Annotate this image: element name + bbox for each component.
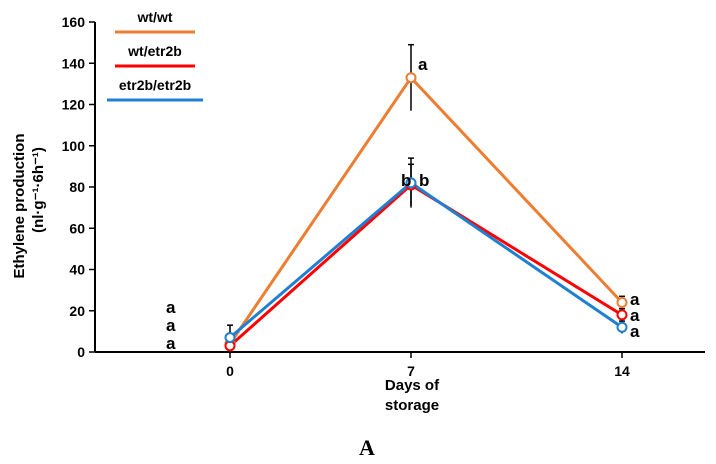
data-point [616, 321, 628, 333]
significance-letter: a [630, 290, 640, 309]
series-line [229, 181, 623, 339]
y-tick-label: 120 [62, 97, 86, 113]
legend-label: wt/wt [137, 9, 173, 25]
significance-letter: a [166, 316, 176, 335]
y-ticks: 0 20 40 60 80 100 120 140 160 [62, 14, 95, 360]
series-line [228, 76, 624, 345]
significance-letter: a [630, 322, 640, 341]
series-points [224, 72, 628, 352]
series-lines [228, 76, 624, 347]
significance-letter: a [630, 306, 640, 325]
x-tick-label: 7 [407, 363, 415, 379]
panel-label: A [359, 435, 375, 460]
data-point [616, 309, 628, 321]
y-tick-label: 100 [62, 138, 86, 154]
x-tick-label: 14 [614, 363, 630, 379]
series-line [229, 183, 623, 347]
y-tick-label: 40 [69, 262, 85, 278]
y-tick-label: 0 [77, 344, 85, 360]
significance-letter: a [166, 334, 176, 353]
legend-label: wt/etr2b [127, 43, 182, 59]
axes [94, 22, 705, 353]
x-tick-label: 0 [226, 363, 234, 379]
y-tick-label: 140 [62, 55, 86, 71]
y-tick-label: 80 [69, 179, 85, 195]
legend: wt/wt wt/etr2b etr2b/etr2b [107, 9, 203, 102]
y-tick-label: 60 [69, 220, 85, 236]
significance-letter: b [401, 171, 411, 190]
significance-letter: a [418, 55, 428, 74]
y-tick-label: 160 [62, 14, 86, 30]
data-point [405, 177, 417, 189]
x-axis-title-line-1: Days of [385, 377, 440, 394]
y-tick-label: 20 [69, 303, 85, 319]
significance-letter: a [166, 298, 176, 317]
x-ticks: 0 7 14 [226, 352, 630, 379]
x-axis-title-line-2: storage [385, 397, 439, 414]
error-bars [227, 43, 625, 350]
legend-label: etr2b/etr2b [119, 77, 191, 93]
data-point [224, 332, 236, 344]
y-axis-title-line-2: (nl·g⁻¹·6h⁻¹) [30, 147, 47, 233]
y-axis-title-line-1: Ethylene production [11, 133, 28, 278]
data-point [616, 297, 628, 308]
significance-letter: b [419, 171, 429, 190]
data-point [405, 72, 417, 84]
